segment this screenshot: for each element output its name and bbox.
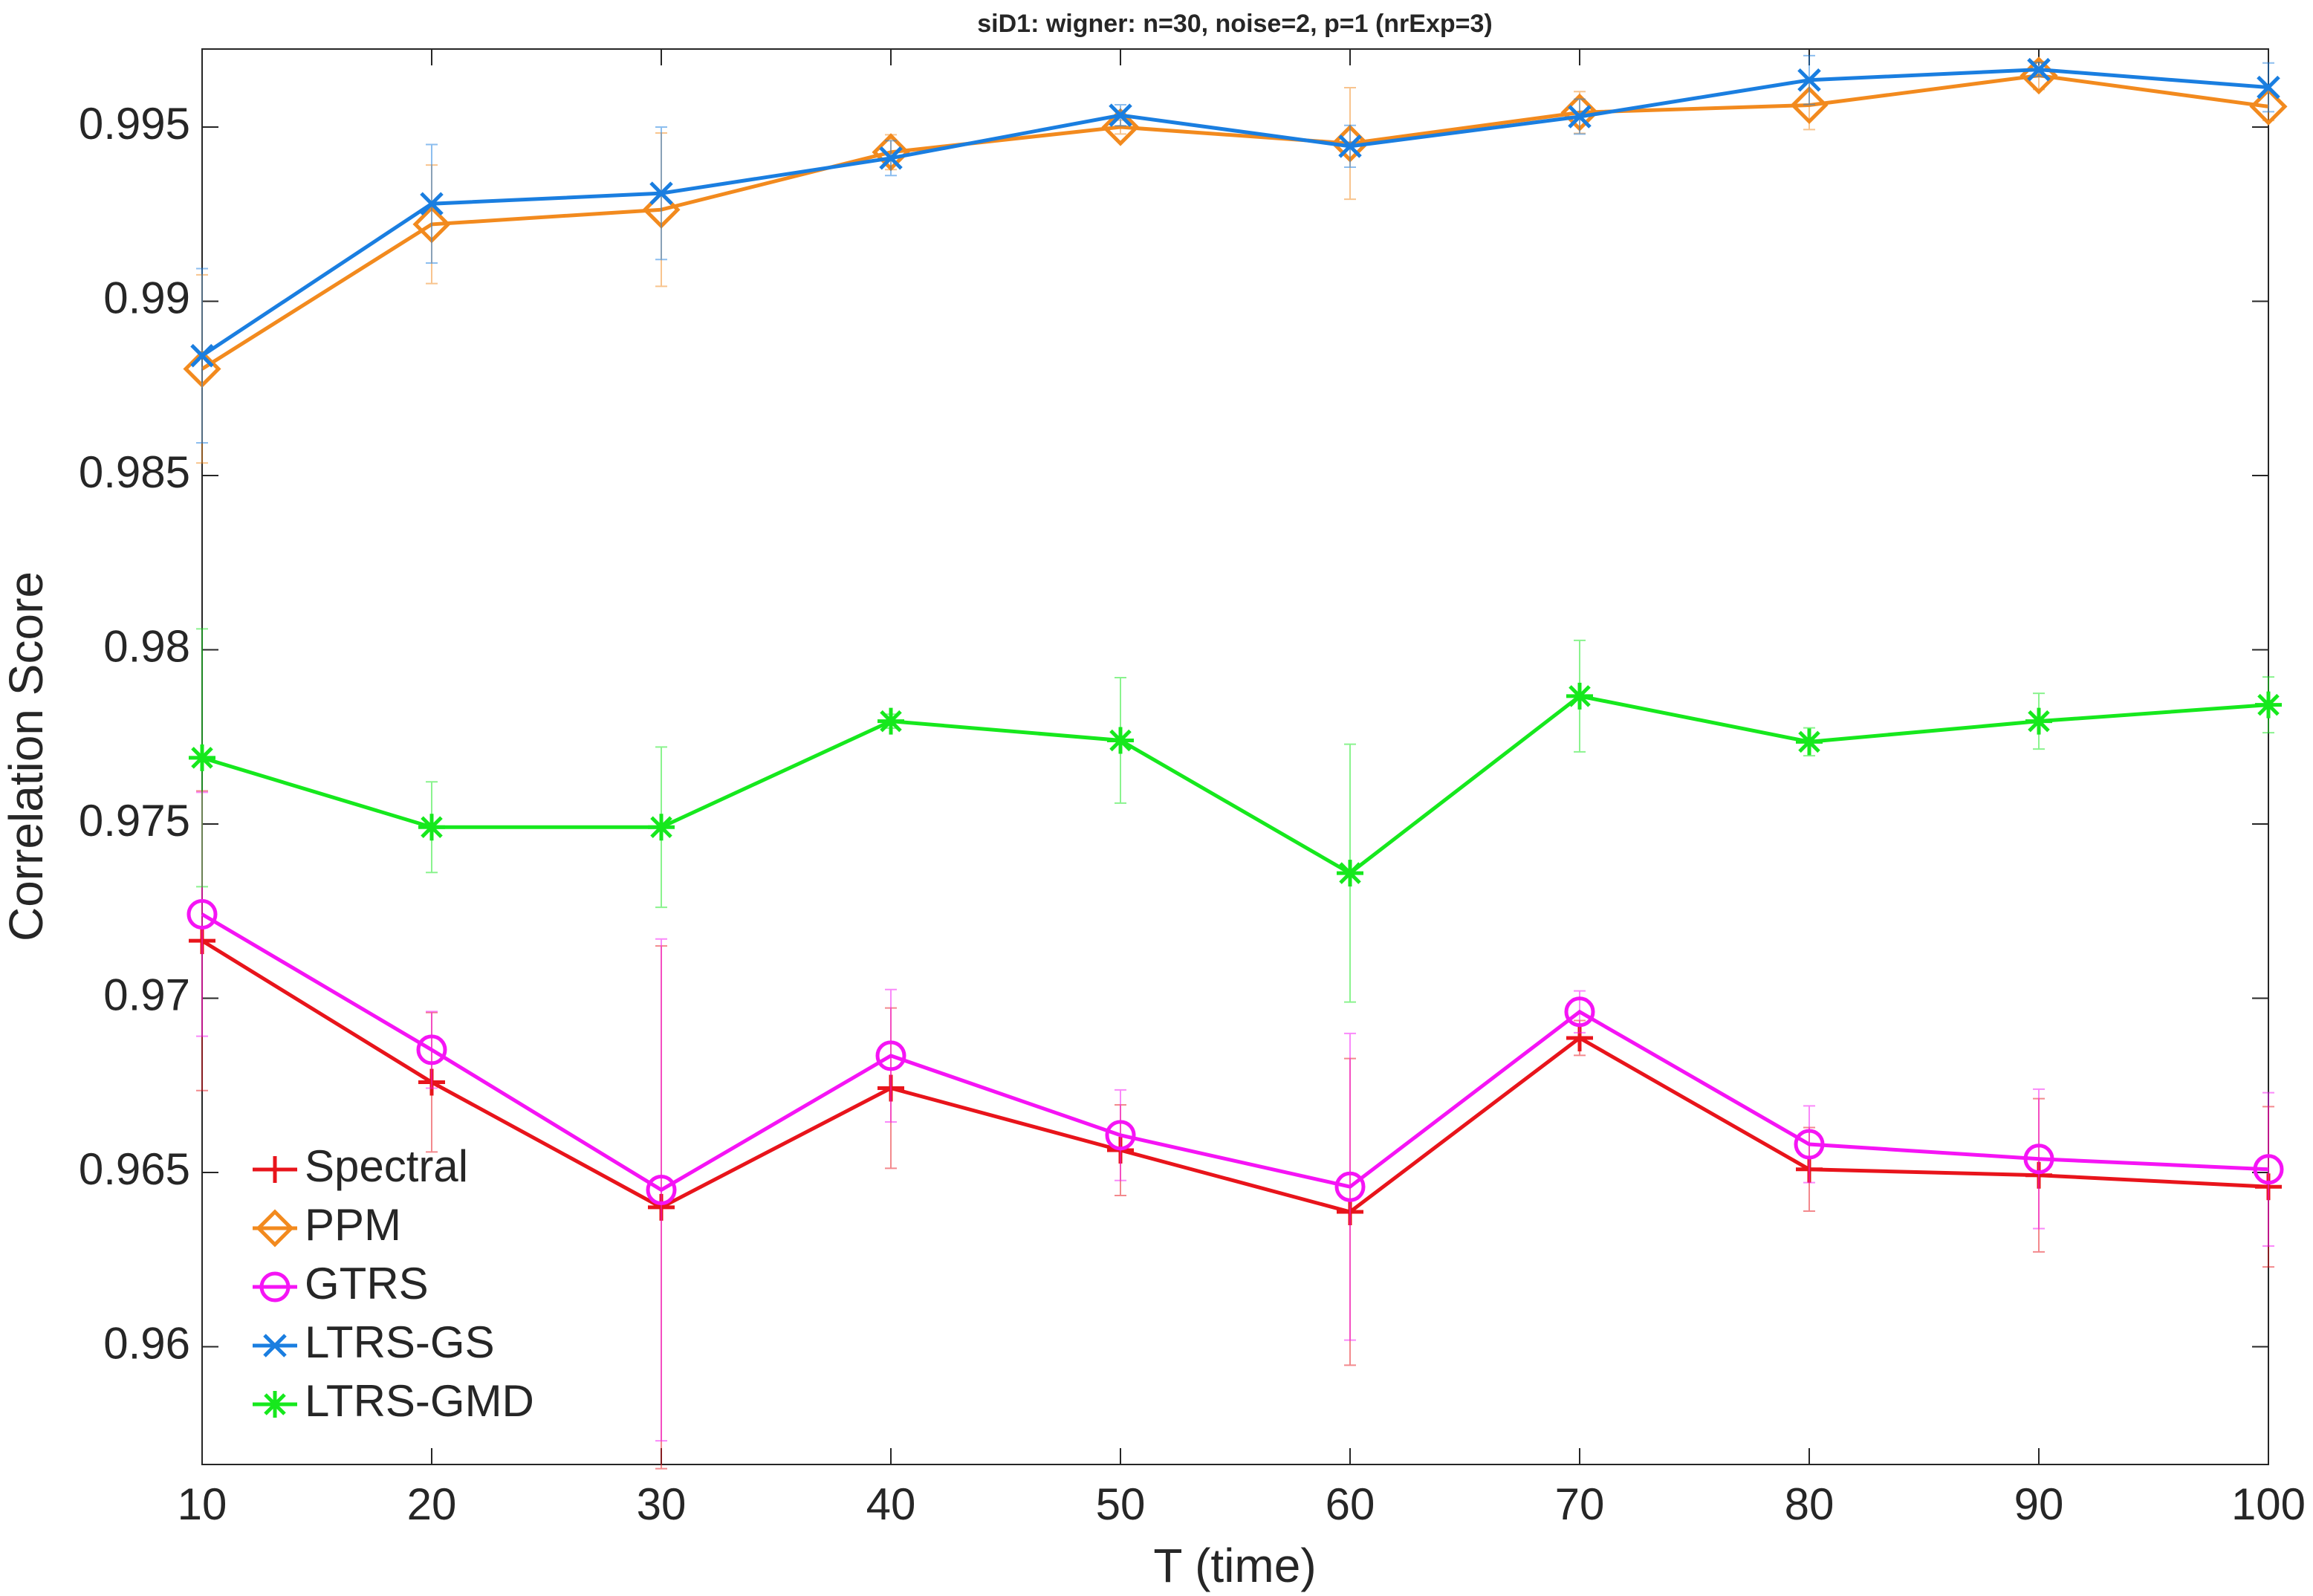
x-tick-label: 30 [637, 1479, 687, 1529]
marker [2023, 1144, 2054, 1175]
marker [2253, 1154, 2284, 1185]
marker [877, 707, 904, 735]
legend-label: LTRS-GS [305, 1317, 495, 1367]
x-tick-label: 10 [178, 1479, 227, 1529]
legend-label: Spectral [305, 1141, 468, 1191]
marker [2249, 87, 2288, 126]
error-bar [2262, 1091, 2274, 1247]
marker [420, 192, 444, 215]
line [201, 938, 2269, 1214]
y-tick-label: 0.98 [103, 621, 190, 671]
marker [263, 1334, 287, 1357]
line [201, 694, 2269, 876]
marker [189, 744, 215, 771]
marker [262, 1156, 288, 1183]
line [201, 74, 2269, 371]
marker [262, 1391, 288, 1418]
marker [879, 146, 903, 170]
marker [1796, 728, 1823, 756]
y-tick-label: 0.965 [79, 1144, 190, 1194]
marker [875, 1040, 906, 1071]
marker [1109, 103, 1132, 127]
marker [2027, 57, 2051, 82]
y-tick-label: 0.99 [103, 273, 190, 322]
series [186, 791, 2284, 1442]
marker [2257, 75, 2280, 100]
x-tick-label: 90 [2014, 1479, 2064, 1529]
x-tick-label: 80 [1785, 1479, 1834, 1529]
series [189, 628, 2282, 1003]
marker [649, 181, 673, 205]
legend-label: PPM [305, 1200, 401, 1250]
legend-label: LTRS-GMD [305, 1376, 534, 1426]
line [201, 912, 2269, 1193]
marker [418, 814, 445, 841]
legend: Spectral PPM GTRS LTRS-GS LTRS-GMD [253, 1141, 534, 1426]
chart-title: siD1: wigner: n=30, noise=2, p=1 (nrExp=… [977, 10, 1492, 38]
x-tick-label: 70 [1555, 1479, 1605, 1529]
x-tick-label: 60 [1326, 1479, 1375, 1529]
series [183, 56, 2288, 464]
marker [1101, 108, 1140, 146]
marker [1566, 682, 1593, 710]
marker [186, 898, 218, 930]
x-axis-label: T (time) [1153, 1539, 1316, 1592]
y-tick-label: 0.96 [103, 1318, 190, 1368]
series [190, 54, 2280, 444]
x-tick-label: 40 [866, 1479, 916, 1529]
marker [1794, 1129, 1825, 1160]
marker [1790, 85, 1829, 125]
x-tick-label: 20 [407, 1479, 457, 1529]
x-tick-label: 100 [2231, 1479, 2306, 1529]
marker [1564, 996, 1595, 1028]
y-tick-label: 0.985 [79, 447, 190, 497]
marker [1337, 860, 1363, 887]
marker [2025, 707, 2052, 735]
plot-frame [201, 48, 2269, 1465]
marker [2255, 691, 2282, 718]
marker [1568, 105, 1592, 129]
marker [256, 1209, 294, 1248]
x-tick-label: 50 [1096, 1479, 1146, 1529]
marker [1338, 134, 1362, 158]
y-tick-label: 0.995 [79, 99, 190, 149]
marker [1107, 727, 1134, 754]
series [189, 790, 2282, 1470]
marker [259, 1271, 291, 1303]
marker [646, 1174, 677, 1205]
y-tick-label: 0.975 [79, 796, 190, 846]
marker [1334, 1171, 1366, 1202]
marker [416, 1034, 447, 1065]
marker [1797, 68, 1821, 92]
y-tick-label: 0.97 [103, 970, 190, 1019]
y-axis-label: Correlation Score [0, 571, 53, 941]
legend-label: GTRS [305, 1259, 429, 1308]
line [201, 68, 2269, 357]
marker [1105, 1120, 1136, 1151]
marker [648, 814, 675, 841]
marker [190, 343, 214, 368]
